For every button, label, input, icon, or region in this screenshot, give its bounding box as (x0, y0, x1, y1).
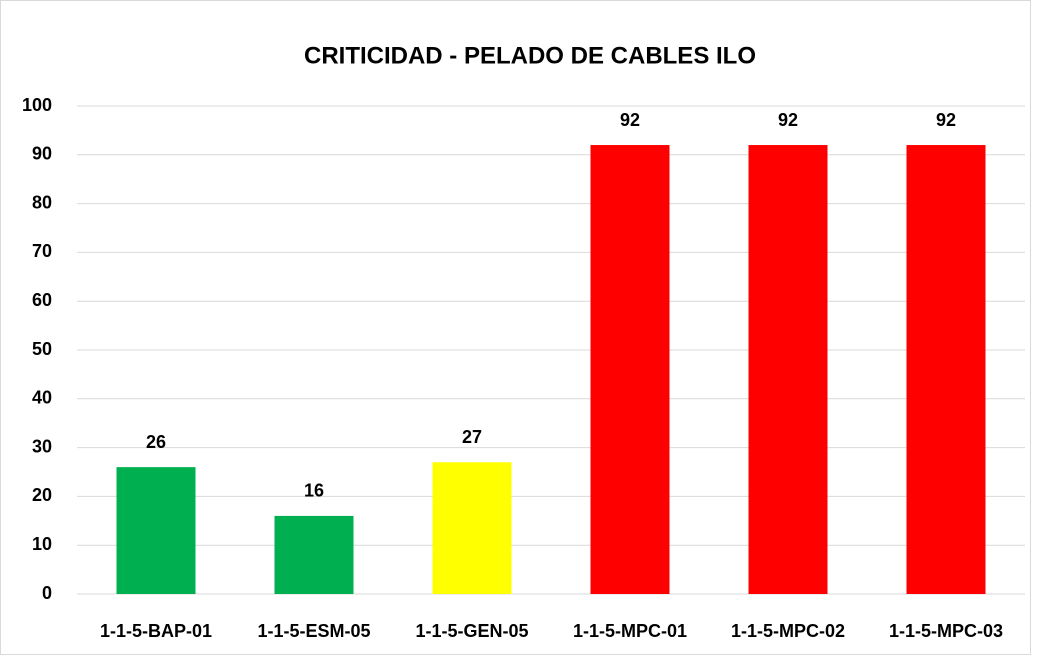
y-tick-label: 80 (32, 192, 52, 212)
data-label: 92 (936, 110, 956, 130)
y-tick-label: 10 (32, 534, 52, 554)
x-tick-label: 1-1-5-BAP-01 (100, 621, 212, 641)
bar (274, 515, 354, 594)
x-tick-label: 1-1-5-GEN-05 (415, 621, 528, 641)
y-tick-label: 90 (32, 144, 52, 164)
data-label: 16 (304, 481, 324, 501)
x-tick-label: 1-1-5-MPC-03 (889, 621, 1003, 641)
data-label: 27 (462, 427, 482, 447)
y-tick-label: 70 (32, 241, 52, 261)
y-tick-label: 40 (32, 388, 52, 408)
y-tick-label: 60 (32, 290, 52, 310)
x-tick-label: 1-1-5-MPC-02 (731, 621, 845, 641)
y-tick-label: 100 (22, 95, 52, 115)
bar (116, 467, 196, 594)
bar (590, 145, 670, 595)
chart-title: CRITICIDAD - PELADO DE CABLES ILO (304, 42, 756, 69)
data-label: 26 (146, 432, 166, 452)
x-tick-label: 1-1-5-ESM-05 (257, 621, 370, 641)
x-tick-label: 1-1-5-MPC-01 (573, 621, 687, 641)
y-tick-label: 30 (32, 436, 52, 456)
y-tick-label: 50 (32, 339, 52, 359)
y-tick-label: 0 (42, 583, 52, 603)
data-label: 92 (620, 110, 640, 130)
bar (432, 462, 512, 594)
bar (748, 145, 828, 595)
y-tick-label: 20 (32, 485, 52, 505)
data-label: 92 (778, 110, 798, 130)
bar (906, 145, 986, 595)
